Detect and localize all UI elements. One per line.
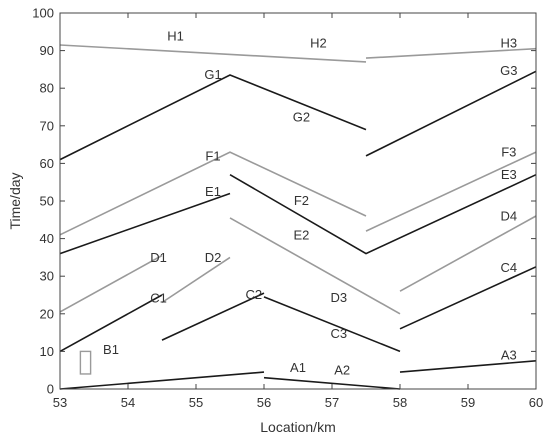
x-tick-label: 60 bbox=[529, 395, 543, 410]
x-axis-title: Location/km bbox=[260, 419, 335, 435]
series-line-11 bbox=[399, 215, 537, 292]
y-tick-label: 40 bbox=[40, 231, 54, 246]
series-line-14 bbox=[59, 151, 367, 236]
segment-label-g2: G2 bbox=[293, 109, 310, 124]
series-line-8 bbox=[59, 254, 163, 313]
x-tick-label: 58 bbox=[393, 395, 407, 410]
segment-label-f1: F1 bbox=[205, 148, 220, 163]
segment-label-g1: G1 bbox=[204, 67, 221, 82]
y-tick-label: 80 bbox=[40, 81, 54, 96]
segment-label-e2: E2 bbox=[293, 227, 309, 242]
series-line-15 bbox=[365, 151, 537, 232]
x-tick-label: 59 bbox=[461, 395, 475, 410]
segment-label-c4: C4 bbox=[500, 260, 517, 275]
y-tick-label: 20 bbox=[40, 306, 54, 321]
series-line-16 bbox=[59, 74, 367, 161]
labels-layer: A1 A2 A3 B1 C1 C2 C3 C4 D1 D2 D3 D4 E1 E2 E3 F1 F2 F3 G1 G2… bbox=[103, 28, 517, 377]
segment-label-f2: F2 bbox=[294, 193, 309, 208]
y-axis-title: Time/day bbox=[7, 172, 23, 229]
series-line-6 bbox=[263, 296, 401, 353]
y-tick-label: 50 bbox=[40, 194, 54, 209]
x-tick-label: 57 bbox=[325, 395, 339, 410]
series-line-4 bbox=[59, 294, 163, 353]
x-tick-label: 56 bbox=[257, 395, 271, 410]
segment-label-h1: H1 bbox=[167, 28, 184, 43]
segment-label-d2: D2 bbox=[205, 250, 222, 265]
segment-label-d4: D4 bbox=[500, 209, 517, 224]
y-tick-label: 30 bbox=[40, 269, 54, 284]
segment-label-f3: F3 bbox=[501, 144, 516, 159]
segment-label-a3: A3 bbox=[501, 348, 517, 363]
series-layer bbox=[59, 44, 537, 390]
b1-marker-rect bbox=[79, 350, 92, 375]
series-line-18 bbox=[59, 44, 367, 63]
segment-label-c2: C2 bbox=[245, 287, 262, 302]
series-line-13 bbox=[229, 173, 537, 255]
x-tick-label: 54 bbox=[121, 395, 135, 410]
series-line-12 bbox=[59, 192, 231, 255]
segment-label-e1: E1 bbox=[205, 184, 221, 199]
series-line-5 bbox=[161, 292, 265, 341]
y-tick-label: 60 bbox=[40, 156, 54, 171]
segment-label-c3: C3 bbox=[330, 326, 347, 341]
segment-label-g3: G3 bbox=[500, 63, 517, 78]
y-tick-label: 100 bbox=[32, 6, 54, 21]
series-line-17 bbox=[365, 70, 537, 157]
segment-label-a1: A1 bbox=[290, 360, 306, 375]
y-tick-label: 90 bbox=[40, 43, 54, 58]
segment-label-d3: D3 bbox=[330, 290, 347, 305]
ticks-layer: 53 54 55 56 57 58 59 60 0 10 20 30 40 50 60 70 80 90 100 bbox=[32, 6, 543, 411]
series-line-2 bbox=[263, 376, 401, 390]
segment-label-e3: E3 bbox=[501, 167, 517, 182]
series-line-9 bbox=[161, 256, 231, 304]
x-tick-label: 55 bbox=[189, 395, 203, 410]
x-tick-label: 53 bbox=[53, 395, 67, 410]
series-line-19 bbox=[365, 47, 537, 59]
y-tick-label: 70 bbox=[40, 118, 54, 133]
segment-label-h3: H3 bbox=[500, 36, 517, 51]
y-tick-label: 0 bbox=[47, 382, 54, 397]
series-line-1 bbox=[59, 371, 265, 390]
y-tick-label: 10 bbox=[40, 344, 54, 359]
series-line-7 bbox=[399, 266, 537, 330]
segment-label-d1: D1 bbox=[150, 250, 167, 265]
segment-label-b1: B1 bbox=[103, 342, 119, 357]
segment-label-h2: H2 bbox=[310, 36, 327, 51]
plot-frame bbox=[59, 12, 537, 390]
series-line-10 bbox=[229, 217, 401, 315]
segment-label-a2: A2 bbox=[334, 363, 350, 378]
segment-label-c1: C1 bbox=[150, 291, 167, 306]
series-line-3 bbox=[399, 360, 537, 373]
